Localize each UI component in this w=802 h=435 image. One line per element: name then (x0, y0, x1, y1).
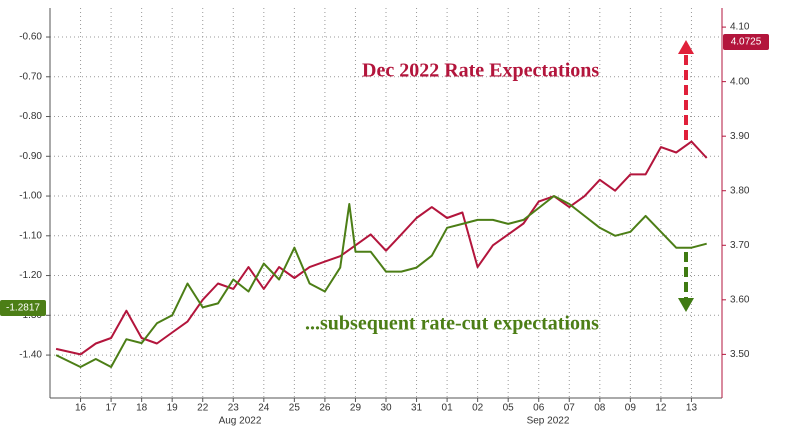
y2-tick-label: 3.70 (730, 240, 750, 251)
x-tick-label: 12 (655, 403, 667, 414)
y-tick-label: -1.00 (19, 191, 42, 202)
x-tick-label: 13 (686, 403, 698, 414)
x-tick-label: 02 (472, 403, 484, 414)
x-group-label: Aug 2022 (219, 416, 262, 427)
x-tick-label: 09 (625, 403, 637, 414)
y2-tick-label: 3.60 (730, 294, 750, 305)
x-tick-label: 30 (380, 403, 392, 414)
y2-tick-label: 3.90 (730, 131, 750, 142)
x-tick-label: 18 (136, 403, 148, 414)
y-tick-label: -0.60 (19, 32, 42, 43)
last-value-label: 4.0725 (731, 37, 762, 48)
series-line (55, 140, 708, 356)
x-tick-label: 19 (167, 403, 179, 414)
last-value-box (0, 300, 46, 316)
y-tick-label: -1.10 (19, 230, 42, 241)
arrow-head (678, 298, 694, 312)
x-tick-label: 31 (411, 403, 423, 414)
y2-tick-label: 4.10 (730, 22, 750, 33)
x-tick-label: 07 (564, 403, 576, 414)
grid-layer (50, 8, 722, 398)
x-tick-label: 08 (594, 403, 606, 414)
y2-tick-label: 3.50 (730, 349, 750, 360)
last-value-label: -1.2817 (6, 303, 40, 314)
y-tick-label: -0.70 (19, 71, 42, 82)
x-tick-label: 24 (258, 403, 270, 414)
y-tick-label: -1.20 (19, 270, 42, 281)
x-tick-label: 25 (289, 403, 301, 414)
y-tick-label: -0.90 (19, 151, 42, 162)
annotation: ...subsequent rate-cut expectations (305, 313, 599, 335)
series-line (55, 195, 707, 368)
y-tick-label: -0.80 (19, 111, 42, 122)
x-tick-label: 16 (75, 403, 87, 414)
x-tick-label: 01 (442, 403, 454, 414)
y2-tick-label: 4.00 (730, 76, 750, 87)
y2-tick-label: 3.80 (730, 185, 750, 196)
x-tick-label: 17 (106, 403, 118, 414)
x-tick-label: 23 (228, 403, 240, 414)
x-tick-label: 06 (533, 403, 545, 414)
x-tick-label: 05 (503, 403, 515, 414)
annotation: Dec 2022 Rate Expectations (362, 60, 599, 82)
lines-layer (55, 140, 708, 368)
y-tick-label: -1.40 (19, 350, 42, 361)
x-tick-label: 26 (319, 403, 331, 414)
x-tick-label: 22 (197, 403, 209, 414)
last-value-box (723, 34, 769, 50)
arrow-head (678, 40, 694, 54)
x-tick-label: 29 (350, 403, 362, 414)
x-group-label: Sep 2022 (527, 416, 570, 427)
